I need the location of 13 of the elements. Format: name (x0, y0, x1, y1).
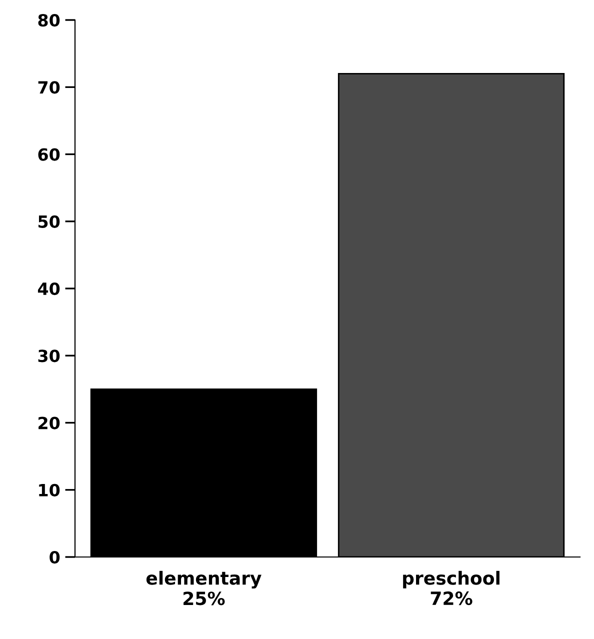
y-tick-label: 40 (38, 282, 60, 296)
y-tick-label: 70 (38, 81, 60, 94)
y-tick-label: 20 (38, 416, 60, 430)
data-label: 72% (430, 591, 472, 606)
data-label: 25% (184, 592, 225, 606)
y-tick-label: 30 (38, 350, 60, 362)
y-tick-label: 60 (38, 148, 60, 161)
x-tick-label: elementary (146, 570, 262, 589)
y-tick-label: 80 (38, 14, 60, 27)
y-tick-label: 0 (50, 550, 60, 564)
y-tick-label: 10 (39, 484, 60, 496)
y-tick-label: 50 (38, 215, 60, 228)
x-tick-label: preschool (403, 570, 500, 588)
